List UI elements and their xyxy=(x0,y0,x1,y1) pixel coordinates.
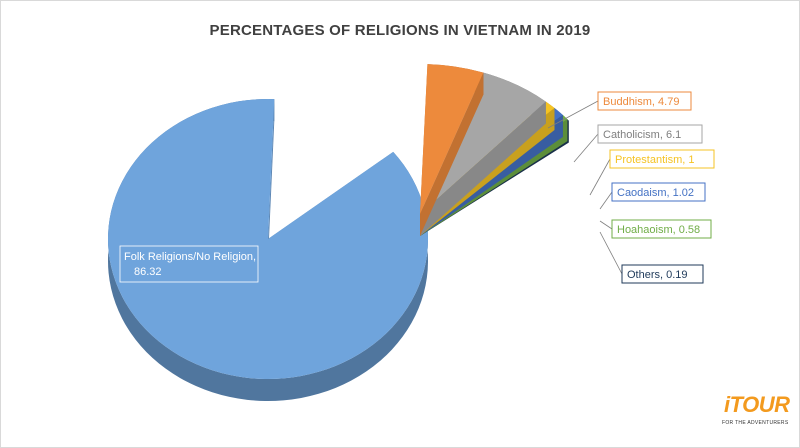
label-box xyxy=(119,245,259,283)
label-text: Folk Religions/No Religion, xyxy=(124,251,256,263)
slice-folk-religions-no-religion xyxy=(108,98,428,401)
slice-buddhism xyxy=(420,64,484,237)
label-text: Protestantism, 1 xyxy=(615,154,694,166)
chart-title: PERCENTAGES OF RELIGIONS IN VIETNAM IN 2… xyxy=(209,22,591,39)
leader-line xyxy=(599,220,613,230)
label-box xyxy=(597,91,692,111)
label-text: Others, 0.19 xyxy=(627,269,688,281)
label-buddhism: Buddhism, 4.79 xyxy=(547,91,692,129)
slice-labels: Buddhism, 4.79 Catholicism, 6.1 Protestant… xyxy=(119,91,715,284)
label-caodaism: Caodaism, 1.02 xyxy=(599,182,706,210)
label-text: Catholicism, 6.1 xyxy=(603,129,681,141)
label-others: Others, 0.19 xyxy=(599,231,704,284)
slice-buddhism-wall-end xyxy=(420,72,484,236)
leader-line xyxy=(589,158,611,196)
pie-slices xyxy=(108,64,569,401)
label-protestantism: Protestantism, 1 xyxy=(589,149,715,196)
slice-buddhism-top xyxy=(420,64,484,215)
label-box xyxy=(609,149,715,169)
logo-wordmark: iTOUR xyxy=(724,392,790,417)
label-text: Hoahaoism, 0.58 xyxy=(617,224,700,236)
label-box xyxy=(621,264,704,284)
label-catholicism: Catholicism, 6.1 xyxy=(573,124,703,163)
leader-line xyxy=(599,191,613,210)
slice-catholicism-top xyxy=(420,72,546,214)
label-hoahaoism: Hoahaoism, 0.58 xyxy=(599,219,712,239)
label-text: Buddhism, 4.79 xyxy=(603,96,679,108)
itour-logo: iTOUR FOR THE ADVENTURERS xyxy=(716,390,790,434)
logo-tagline: FOR THE ADVENTURERS xyxy=(722,420,789,426)
label-box xyxy=(611,182,706,202)
label-box xyxy=(611,219,712,239)
label-folk-religions-no-religion: Folk Religions/No Religion, 86.32 xyxy=(119,245,259,283)
leader-line xyxy=(573,133,599,163)
slice-folk-religions-no-religion-wall-end xyxy=(268,99,275,261)
leader-line xyxy=(599,231,623,275)
leader-line xyxy=(547,100,599,129)
label-box xyxy=(597,124,703,144)
slice-folk-religions-no-religion-top xyxy=(108,98,428,379)
label-text: Caodaism, 1.02 xyxy=(617,187,694,199)
slice-catholicism-wall-end xyxy=(420,101,546,236)
label-value: 86.32 xyxy=(134,266,162,278)
